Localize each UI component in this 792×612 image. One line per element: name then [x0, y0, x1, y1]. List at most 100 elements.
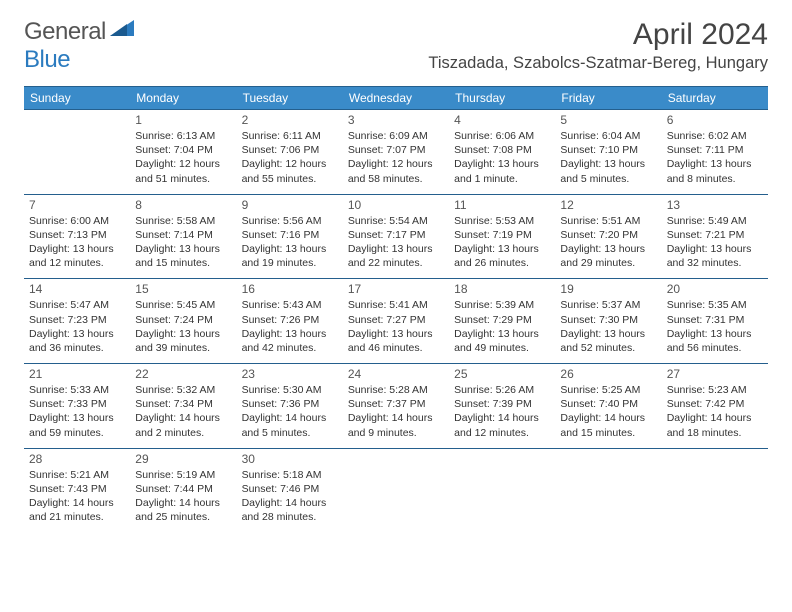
daylight-text: Daylight: 13 hours and 32 minutes. [667, 242, 763, 270]
day-info: Sunrise: 6:02 AMSunset: 7:11 PMDaylight:… [667, 129, 763, 186]
day-cell: 11 Sunrise: 5:53 AMSunset: 7:19 PMDayligh… [449, 195, 555, 279]
day-cell: 23Sunrise: 5:30 AMSunset: 7:36 PMDayligh… [237, 364, 343, 448]
sunset-text: Sunset: 7:06 PM [242, 143, 338, 157]
day-cell: 8 Sunrise: 5:58 AMSunset: 7:14 PMDaylight… [130, 195, 236, 279]
sunset-text: Sunset: 7:26 PM [242, 313, 338, 327]
day-number: 30 [242, 452, 338, 466]
day-info: Sunrise: 5:58 AMSunset: 7:14 PMDaylight:… [135, 214, 231, 271]
sunrise-text: Sunrise: 6:09 AM [348, 129, 444, 143]
sunrise-text: Sunrise: 6:06 AM [454, 129, 550, 143]
daylight-text: Daylight: 13 hours and 59 minutes. [29, 411, 125, 439]
day-cell: 16Sunrise: 5:43 AMSunset: 7:26 PMDayligh… [237, 279, 343, 363]
sunset-text: Sunset: 7:20 PM [560, 228, 656, 242]
daylight-text: Daylight: 14 hours and 15 minutes. [560, 411, 656, 439]
sunset-text: Sunset: 7:16 PM [242, 228, 338, 242]
daylight-text: Daylight: 14 hours and 2 minutes. [135, 411, 231, 439]
sunrise-text: Sunrise: 5:41 AM [348, 298, 444, 312]
sunset-text: Sunset: 7:37 PM [348, 397, 444, 411]
day-cell [662, 449, 768, 533]
daylight-text: Daylight: 14 hours and 18 minutes. [667, 411, 763, 439]
day-cell: 5Sunrise: 6:04 AMSunset: 7:10 PMDaylight… [555, 110, 661, 194]
day-header-thu: Thursday [449, 87, 555, 109]
sunrise-text: Sunrise: 5:37 AM [560, 298, 656, 312]
daylight-text: Daylight: 14 hours and 5 minutes. [242, 411, 338, 439]
week-row: 1Sunrise: 6:13 AMSunset: 7:04 PMDaylight… [24, 109, 768, 194]
day-header-mon: Monday [130, 87, 236, 109]
day-info: Sunrise: 5:19 AMSunset: 7:44 PMDaylight:… [135, 468, 231, 525]
sunrise-text: Sunrise: 5:18 AM [242, 468, 338, 482]
sunset-text: Sunset: 7:13 PM [29, 228, 125, 242]
day-number: 19 [560, 282, 656, 296]
day-cell: 20Sunrise: 5:35 AMSunset: 7:31 PMDayligh… [662, 279, 768, 363]
daylight-text: Daylight: 13 hours and 26 minutes. [454, 242, 550, 270]
sunrise-text: Sunrise: 5:56 AM [242, 214, 338, 228]
daylight-text: Daylight: 13 hours and 22 minutes. [348, 242, 444, 270]
day-info: Sunrise: 5:25 AMSunset: 7:40 PMDaylight:… [560, 383, 656, 440]
day-cell [555, 449, 661, 533]
day-number: 27 [667, 367, 763, 381]
day-info: Sunrise: 5:26 AMSunset: 7:39 PMDaylight:… [454, 383, 550, 440]
sunrise-text: Sunrise: 6:13 AM [135, 129, 231, 143]
week-row: 28Sunrise: 5:21 AMSunset: 7:43 PMDayligh… [24, 448, 768, 533]
sunrise-text: Sunrise: 5:58 AM [135, 214, 231, 228]
day-header-sat: Saturday [662, 87, 768, 109]
daylight-text: Daylight: 12 hours and 58 minutes. [348, 157, 444, 185]
day-info: Sunrise: 5:45 AMSunset: 7:24 PMDaylight:… [135, 298, 231, 355]
sunrise-text: Sunrise: 5:19 AM [135, 468, 231, 482]
calendar: Sunday Monday Tuesday Wednesday Thursday… [24, 86, 768, 532]
month-title: April 2024 [428, 18, 768, 52]
sunset-text: Sunset: 7:31 PM [667, 313, 763, 327]
day-cell: 27Sunrise: 5:23 AMSunset: 7:42 PMDayligh… [662, 364, 768, 448]
daylight-text: Daylight: 14 hours and 21 minutes. [29, 496, 125, 524]
sunset-text: Sunset: 7:39 PM [454, 397, 550, 411]
daylight-text: Daylight: 12 hours and 55 minutes. [242, 157, 338, 185]
day-cell: 6Sunrise: 6:02 AMSunset: 7:11 PMDaylight… [662, 110, 768, 194]
daylight-text: Daylight: 13 hours and 46 minutes. [348, 327, 444, 355]
sunrise-text: Sunrise: 5:30 AM [242, 383, 338, 397]
day-cell: 12Sunrise: 5:51 AMSunset: 7:20 PMDayligh… [555, 195, 661, 279]
sunrise-text: Sunrise: 6:02 AM [667, 129, 763, 143]
daylight-text: Daylight: 14 hours and 28 minutes. [242, 496, 338, 524]
day-number: 2 [242, 113, 338, 127]
day-number: 18 [454, 282, 550, 296]
daylight-text: Daylight: 13 hours and 29 minutes. [560, 242, 656, 270]
sunrise-text: Sunrise: 6:04 AM [560, 129, 656, 143]
location-subtitle: Tiszadada, Szabolcs-Szatmar-Bereg, Hunga… [428, 54, 768, 73]
day-info: Sunrise: 5:18 AMSunset: 7:46 PMDaylight:… [242, 468, 338, 525]
sunset-text: Sunset: 7:14 PM [135, 228, 231, 242]
day-info: Sunrise: 5:51 AMSunset: 7:20 PMDaylight:… [560, 214, 656, 271]
daylight-text: Daylight: 13 hours and 12 minutes. [29, 242, 125, 270]
day-number: 13 [667, 198, 763, 212]
day-cell: 15Sunrise: 5:45 AMSunset: 7:24 PMDayligh… [130, 279, 236, 363]
day-info: Sunrise: 5:39 AMSunset: 7:29 PMDaylight:… [454, 298, 550, 355]
sunset-text: Sunset: 7:08 PM [454, 143, 550, 157]
day-info: Sunrise: 5:32 AMSunset: 7:34 PMDaylight:… [135, 383, 231, 440]
sunset-text: Sunset: 7:40 PM [560, 397, 656, 411]
day-info: Sunrise: 5:53 AMSunset: 7:19 PMDaylight:… [454, 214, 550, 271]
day-cell: 10Sunrise: 5:54 AMSunset: 7:17 PMDayligh… [343, 195, 449, 279]
day-number: 11 [454, 198, 550, 212]
day-number: 4 [454, 113, 550, 127]
daylight-text: Daylight: 13 hours and 19 minutes. [242, 242, 338, 270]
sunrise-text: Sunrise: 5:33 AM [29, 383, 125, 397]
day-number: 7 [29, 198, 125, 212]
sunset-text: Sunset: 7:10 PM [560, 143, 656, 157]
week-row: 7Sunrise: 6:00 AMSunset: 7:13 PMDaylight… [24, 194, 768, 279]
daylight-text: Daylight: 14 hours and 9 minutes. [348, 411, 444, 439]
title-block: April 2024 Tiszadada, Szabolcs-Szatmar-B… [428, 18, 768, 73]
logo-text-general: General [24, 18, 106, 45]
day-number: 24 [348, 367, 444, 381]
day-header-tue: Tuesday [237, 87, 343, 109]
sunrise-text: Sunrise: 5:51 AM [560, 214, 656, 228]
day-header-wed: Wednesday [343, 87, 449, 109]
sunrise-text: Sunrise: 5:21 AM [29, 468, 125, 482]
sunset-text: Sunset: 7:43 PM [29, 482, 125, 496]
logo-text: General Blue [24, 18, 106, 74]
week-row: 14Sunrise: 5:47 AMSunset: 7:23 PMDayligh… [24, 278, 768, 363]
day-cell: 2Sunrise: 6:11 AMSunset: 7:06 PMDaylight… [237, 110, 343, 194]
daylight-text: Daylight: 13 hours and 1 minute. [454, 157, 550, 185]
day-number: 8 [135, 198, 231, 212]
sunrise-text: Sunrise: 5:54 AM [348, 214, 444, 228]
weeks-container: 1Sunrise: 6:13 AMSunset: 7:04 PMDaylight… [24, 109, 768, 532]
day-number: 29 [135, 452, 231, 466]
